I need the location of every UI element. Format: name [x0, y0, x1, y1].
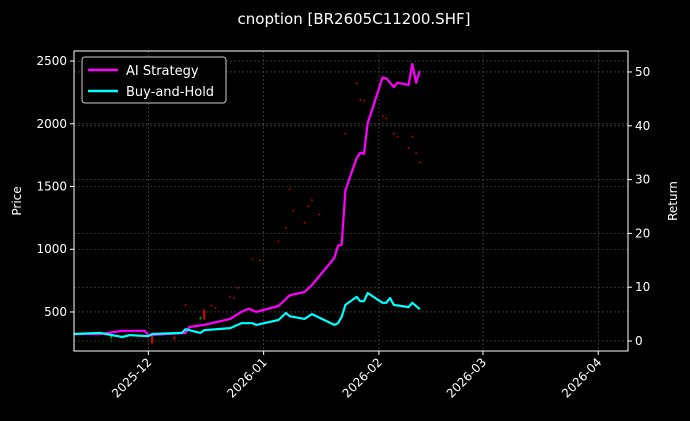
candle-body [210, 305, 213, 307]
y-tick-label: 1500 [36, 180, 67, 194]
candle-body [310, 199, 313, 201]
y2-tick-label: 20 [635, 226, 650, 240]
candle [214, 306, 217, 309]
legend-label-ai-strategy: AI Strategy [126, 64, 199, 79]
candle [407, 146, 410, 149]
candle-body [418, 162, 421, 164]
candle [310, 199, 313, 201]
candle-body [203, 309, 206, 320]
series-line-buy-and-hold [73, 292, 421, 339]
candle-body [151, 334, 154, 344]
candle [236, 286, 239, 289]
candle [381, 114, 384, 117]
candle-body [229, 296, 232, 298]
y2-tick-label: 50 [635, 65, 650, 79]
legend-label-buy-and-hold: Buy-and-Hold [126, 85, 214, 100]
candle [363, 99, 366, 102]
candle-body [199, 316, 202, 320]
candle [359, 98, 362, 101]
y2-tick-label: 10 [635, 280, 650, 294]
candle [288, 187, 291, 190]
candle [210, 304, 213, 307]
candle [292, 209, 295, 212]
candle-body [173, 337, 176, 339]
candle [392, 132, 395, 135]
candle [258, 259, 261, 262]
series-lines [73, 62, 421, 339]
candle [418, 161, 421, 164]
candle-body [251, 258, 254, 260]
candle [307, 205, 310, 208]
y2-tick-label: 0 [635, 334, 643, 348]
candle [229, 295, 232, 298]
y-tick-label: 500 [44, 305, 67, 319]
candle [303, 221, 306, 224]
y-tick-label: 2000 [36, 117, 67, 131]
candle-body [385, 118, 388, 120]
candle [203, 309, 206, 320]
candle-body [214, 307, 217, 309]
candle [232, 296, 235, 299]
candle-body [318, 214, 321, 216]
candle [251, 258, 254, 260]
candle-body [110, 334, 113, 339]
candle-body [359, 99, 362, 101]
candle-body [355, 82, 358, 84]
candle-body [288, 188, 291, 190]
candle [173, 335, 176, 341]
candle [318, 213, 321, 216]
y-tick-label: 1000 [36, 242, 67, 256]
candle [277, 239, 280, 242]
y-tick-label: 2500 [36, 54, 67, 68]
candle [411, 135, 414, 138]
candle-body [307, 205, 310, 207]
candle [284, 226, 287, 229]
candle-body [184, 304, 187, 306]
candle [151, 334, 154, 345]
candle [344, 132, 347, 135]
candle-body [407, 147, 410, 149]
candle [355, 82, 358, 85]
candle-body [381, 115, 384, 117]
candle-body [396, 136, 399, 138]
candle-body [392, 133, 395, 135]
candles [102, 82, 421, 345]
grid [74, 51, 628, 351]
y2-axis-label: Return [666, 181, 680, 221]
candle-body [232, 297, 235, 299]
candle-body [277, 240, 280, 242]
candle [199, 315, 202, 320]
y2-tick-label: 30 [635, 173, 650, 187]
candle-body [415, 152, 418, 154]
candle [396, 135, 399, 138]
candle [184, 303, 187, 306]
candle-body [303, 222, 306, 224]
candle-body [258, 259, 261, 261]
candle-body [284, 227, 287, 229]
y2-tick-label: 40 [635, 119, 650, 133]
candle-body [292, 210, 295, 212]
candle-body [411, 136, 414, 138]
candle [385, 117, 388, 120]
y-axis-label: Price [10, 186, 24, 215]
candle-body [363, 100, 366, 102]
legend: AI Strategy Buy-and-Hold [81, 56, 227, 104]
candle [415, 152, 418, 154]
candle-body [344, 133, 347, 135]
plot-frame [73, 50, 629, 352]
series-line-ai-strategy [74, 62, 421, 337]
candle-body [236, 287, 239, 289]
chart-title: cnoption [BR2605C11200.SHF] [238, 10, 471, 28]
